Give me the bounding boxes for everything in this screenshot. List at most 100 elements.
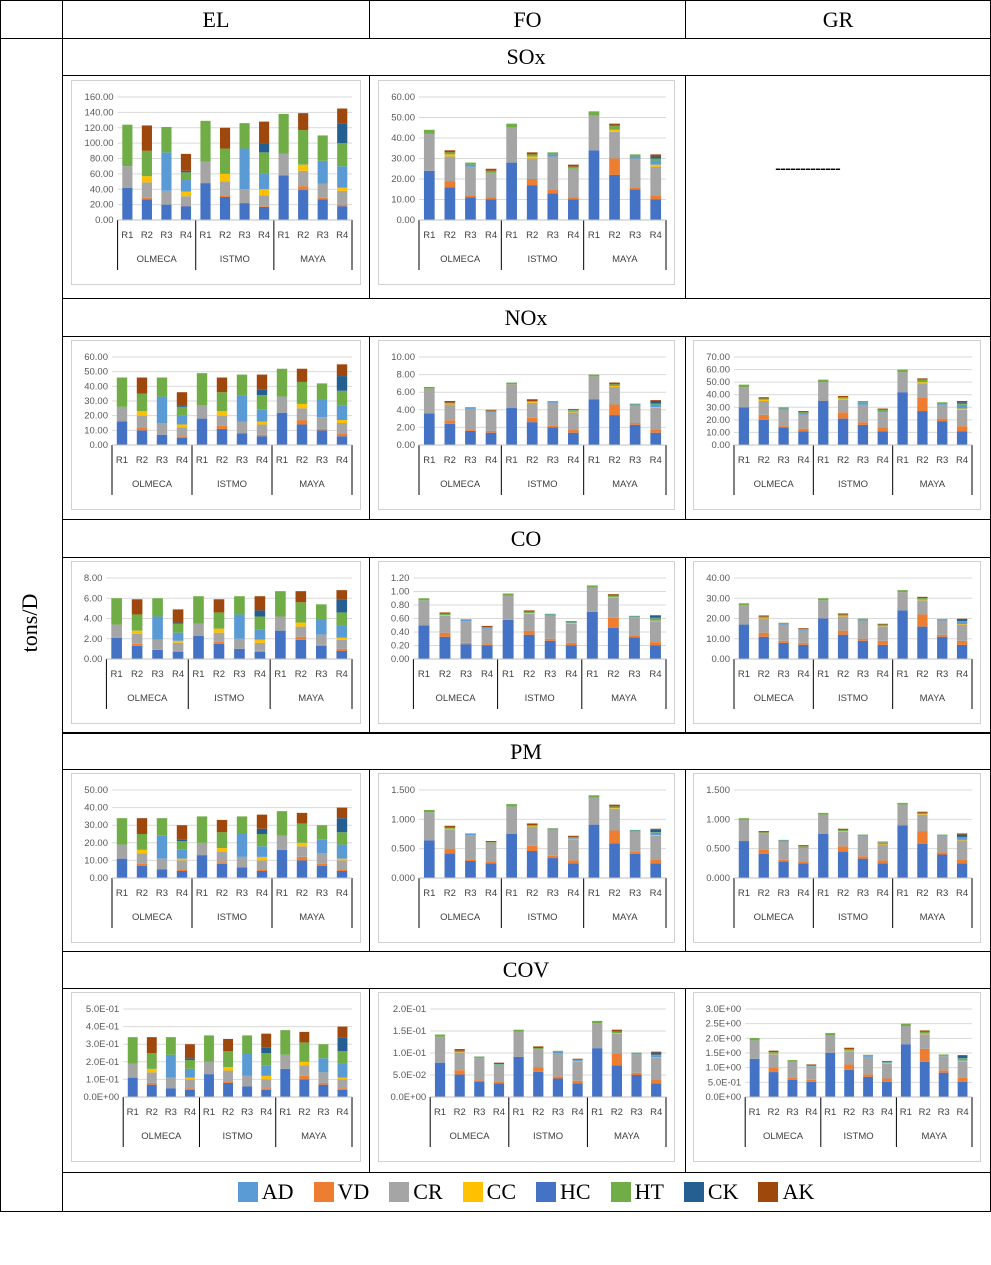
bar-segment-cc [213, 628, 225, 633]
bar-segment-ht [299, 1042, 310, 1062]
bar-segment-cr [565, 623, 577, 643]
group-label: ISTMO [533, 1131, 563, 1142]
bar-segment-hc [193, 635, 204, 659]
y-tick-label: 10.00 [84, 855, 108, 866]
x-tick-label: R4 [176, 888, 188, 899]
x-tick-label: R1 [127, 1107, 139, 1118]
bar-segment-ad [242, 1053, 253, 1076]
bar-segment-cc [957, 1060, 968, 1062]
y-tick-label: 0.00 [95, 215, 114, 226]
bar-segment-vd [798, 642, 809, 645]
bar-segment-vd [877, 427, 888, 432]
bar-segment-ht [917, 812, 928, 815]
bar-segment-hc [256, 870, 268, 878]
y-tick-label: 0.60 [391, 614, 410, 625]
bar-segment-ad [568, 837, 579, 839]
bar-segment-cr [316, 417, 328, 429]
bar-segment-vd [568, 860, 579, 864]
bar-segment-vd [844, 1064, 855, 1070]
chart-svg: 0.00 0.20 0.40 0.60 0.80 1.00 1.20 R1 R2 R3 R4 R1 R2… [391, 573, 667, 709]
x-tick-label: R3 [464, 888, 476, 899]
bar-segment-ad [176, 415, 188, 425]
bar-segment-cr [513, 1031, 524, 1057]
bar-segment-ak [758, 831, 769, 833]
x-tick-label: R1 [738, 888, 750, 899]
bar-segment-ck [176, 839, 188, 842]
bar-segment-ht [844, 1049, 855, 1051]
y-tick-label: 2.0E+00 [706, 1033, 742, 1044]
bar-segment-cc [917, 814, 928, 815]
bar-segment-hc [234, 648, 245, 659]
bar-segment-cr [136, 853, 148, 864]
x-tick-label: R1 [203, 1107, 215, 1118]
bar-segment-ht [216, 392, 228, 412]
y-tick-label: 2.5E+00 [706, 1019, 742, 1030]
x-tick-label: R1 [897, 669, 909, 680]
x-tick-label: R1 [749, 1107, 761, 1118]
bar-segment-ak [481, 625, 493, 628]
group-label: MAYA [921, 1131, 947, 1142]
bar-segment-cr [877, 412, 888, 428]
bar-segment-ak [650, 400, 662, 401]
bar-segment-cc [917, 382, 928, 384]
bar-segment-ad [568, 410, 579, 412]
bar-segment-vd [798, 861, 809, 864]
bar-segment-ht [565, 621, 577, 623]
x-tick-label: R2 [219, 230, 231, 241]
group-label: ISTMO [838, 912, 868, 923]
bar-segment-ht [298, 130, 309, 165]
bar-segment-cr [146, 1072, 157, 1083]
bar-segment-ak [957, 1055, 968, 1056]
bar-segment-cr [474, 1058, 485, 1081]
group-label: MAYA [920, 693, 946, 704]
bar-segment-hc [481, 645, 493, 659]
bar-segment-cr [629, 158, 641, 188]
bar-segment-ak [917, 811, 928, 813]
bar-segment-cr [423, 812, 435, 841]
x-tick-label: R4 [336, 455, 348, 466]
x-tick-label: R3 [238, 230, 250, 241]
x-tick-label: R4 [256, 888, 268, 899]
bar-segment-vd [937, 852, 948, 855]
bar-segment-ck [254, 610, 266, 617]
y-tick-label: 40.00 [706, 573, 730, 584]
bar-segment-hc [295, 639, 307, 659]
bar-segment-vd [651, 1079, 662, 1084]
bar-segment-ht [204, 1035, 214, 1062]
bar-segment-cc [882, 1063, 892, 1064]
bar-segment-ht [223, 1051, 234, 1068]
bar-segment-hc [738, 407, 750, 445]
legend-label: CC [486, 1179, 517, 1204]
x-tick-label: R3 [936, 669, 948, 680]
bar-segment-vd [917, 614, 928, 627]
bar-segment-ht [216, 832, 228, 849]
bar-segment-hc [122, 187, 133, 220]
bar-segment-ak [609, 123, 620, 126]
bar-segment-cr [506, 384, 517, 409]
y-tick-label: 0.000 [706, 873, 730, 884]
bar-segment-ht [275, 591, 286, 617]
bar-segment-hc [156, 869, 168, 878]
chart-svg: 0.00 10.00 20.00 30.00 40.00 50.00 60.00 R1 R2 R3… [391, 92, 667, 270]
bar-segment-ad [544, 614, 556, 616]
bar-segment-hc [588, 399, 600, 445]
bar-segment-hc [629, 189, 641, 220]
bar-segment-ak [184, 1044, 195, 1059]
bar-segment-ht [588, 795, 600, 798]
bar-segment-vd [877, 640, 888, 645]
x-tick-label: R2 [296, 455, 308, 466]
bar-segment-ht [506, 804, 517, 807]
bar-segment-cr [586, 587, 598, 612]
bar-segment-cr [423, 388, 435, 414]
legend-swatch [683, 1182, 704, 1202]
bar-segment-hc [276, 412, 288, 445]
bar-segment-cr [607, 597, 619, 618]
bar-segment-hc [526, 422, 538, 445]
x-tick-label: R4 [877, 888, 889, 899]
bar-segment-hc [857, 424, 869, 445]
bar-segment-ak [568, 408, 579, 410]
y-tick-label: 40.00 [90, 184, 114, 195]
bar-segment-hc [156, 434, 168, 445]
y-tick-label: 8.00 [84, 573, 103, 584]
bar-segment-ht [526, 825, 538, 827]
